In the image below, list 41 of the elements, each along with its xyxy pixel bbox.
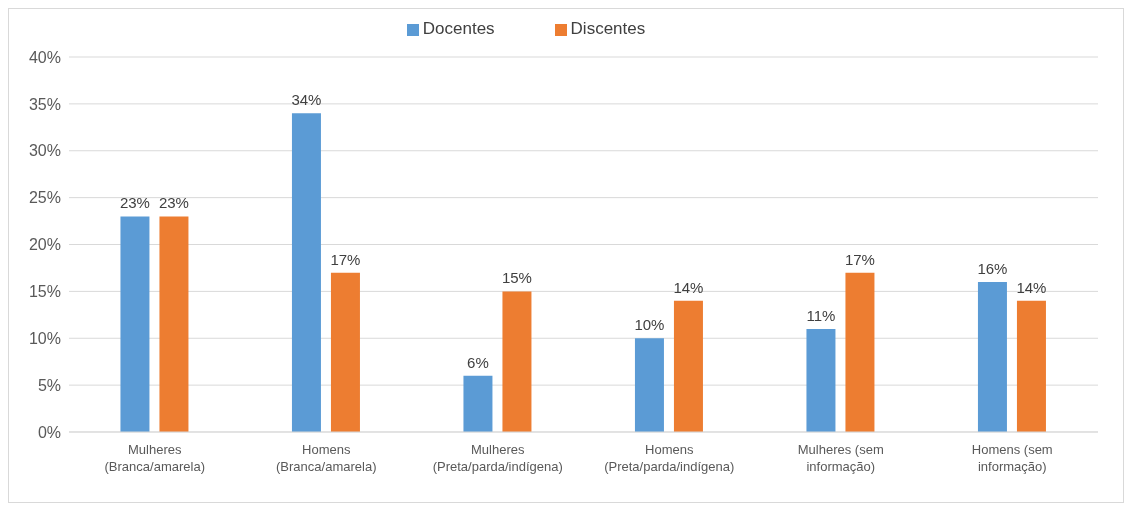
data-label: 10% bbox=[634, 316, 665, 334]
y-tick-label: 40% bbox=[28, 48, 61, 66]
data-label: 23% bbox=[119, 194, 150, 212]
data-label: 16% bbox=[977, 260, 1008, 277]
x-tick-label: Mulheres (Preta/parda/indígena) bbox=[432, 442, 563, 474]
y-tick-label: 35% bbox=[28, 95, 61, 113]
bar bbox=[673, 300, 703, 432]
bar bbox=[1016, 300, 1046, 432]
y-tick-label: 0% bbox=[37, 423, 61, 441]
bar bbox=[502, 291, 532, 432]
data-label: 17% bbox=[330, 250, 361, 268]
data-label: 11% bbox=[806, 306, 836, 324]
bar bbox=[120, 216, 150, 432]
y-tick-label: 25% bbox=[28, 189, 61, 207]
bar bbox=[330, 272, 360, 432]
data-label: 14% bbox=[1016, 278, 1047, 296]
bar bbox=[977, 282, 1007, 432]
data-label: 6% bbox=[467, 353, 489, 371]
x-tick-label: Homens (sem informação) bbox=[971, 442, 1053, 474]
y-tick-label: 10% bbox=[28, 329, 61, 347]
x-tick-label: Homens (Preta/parda/indígena) bbox=[604, 442, 735, 474]
y-tick-label: 30% bbox=[28, 142, 61, 160]
bar bbox=[634, 338, 664, 432]
bar bbox=[291, 113, 321, 432]
data-label: 14% bbox=[673, 278, 704, 296]
data-label: 17% bbox=[844, 250, 875, 268]
bar bbox=[845, 272, 875, 432]
data-label: 23% bbox=[158, 194, 189, 212]
x-tick-label: Mulheres (Branca/amarela) bbox=[104, 442, 205, 474]
data-label: 15% bbox=[501, 269, 532, 287]
bar bbox=[806, 328, 836, 432]
x-tick-label: Mulheres (sem informação) bbox=[797, 442, 884, 474]
bar bbox=[159, 216, 189, 432]
legend-label: Docentes bbox=[422, 19, 495, 38]
x-tick-label: Homens (Branca/amarela) bbox=[276, 442, 377, 474]
y-tick-label: 20% bbox=[28, 236, 61, 254]
y-tick-label: 15% bbox=[28, 283, 61, 301]
data-label: 34% bbox=[291, 91, 322, 109]
y-tick-label: 5% bbox=[37, 376, 61, 394]
bar bbox=[463, 375, 493, 432]
legend-label: Discentes bbox=[570, 19, 646, 38]
